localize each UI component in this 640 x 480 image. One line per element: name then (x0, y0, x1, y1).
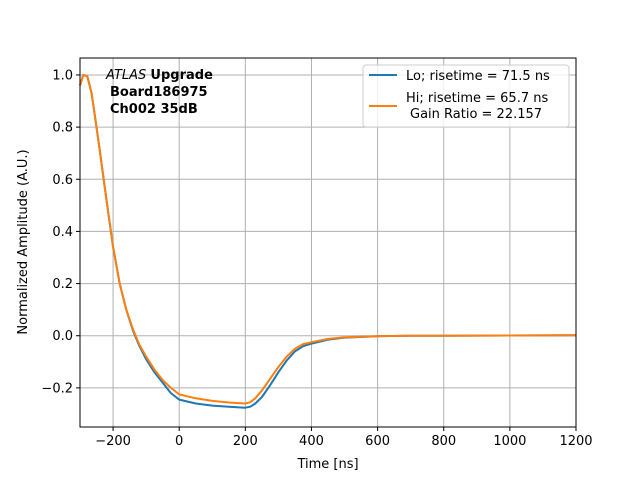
x-tick-label: 400 (299, 434, 324, 449)
y-tick-label: 1.0 (52, 68, 73, 83)
y-axis-label: Normalized Amplitude (A.U.) (16, 149, 31, 334)
x-tick-label: 800 (431, 434, 456, 449)
annotation-channel: Ch002 35dB (110, 102, 198, 117)
x-axis-label: Time [ns] (296, 457, 358, 472)
x-tick-label: 1200 (559, 434, 592, 449)
annotation-bold: Upgrade (150, 68, 213, 83)
annotation-board: Board186975 (110, 85, 208, 100)
y-tick-label: 0.2 (52, 277, 73, 292)
y-tick-label: −0.2 (41, 381, 73, 396)
legend-hi-label-2: Gain Ratio = 22.157 (410, 107, 542, 122)
legend-lo-label: Lo; risetime = 71.5 ns (406, 69, 550, 84)
series-layer (79, 74, 577, 409)
ticks: −200 0 200 400 600 800 1000 1200 −0.2 0.0 0.2 0.4 0.… (41, 68, 592, 449)
y-tick-label: 0.6 (52, 173, 73, 188)
plot-frame (79, 57, 577, 428)
x-tick-label: 0 (175, 434, 183, 449)
y-tick-label: 0.4 (52, 225, 73, 240)
legend: Lo; risetime = 71.5 ns Hi; risetime = 65… (362, 64, 570, 128)
y-tick-label: 0.8 (52, 121, 73, 136)
x-tick-label: 1000 (493, 434, 526, 449)
x-tick-label: 600 (365, 434, 390, 449)
annotation: ATLAS Upgrade Board186975 Ch002 35dB (105, 68, 213, 117)
series-hi-line (79, 74, 577, 405)
legend-hi-label-1: Hi; risetime = 65.7 ns (406, 91, 548, 106)
annotation-italic: ATLAS (105, 68, 146, 83)
y-tick-label: 0.0 (52, 329, 73, 344)
svg-text:ATLAS Upgrade: ATLAS Upgrade (105, 68, 213, 83)
x-tick-label: 200 (233, 434, 258, 449)
x-tick-label: −200 (95, 434, 131, 449)
